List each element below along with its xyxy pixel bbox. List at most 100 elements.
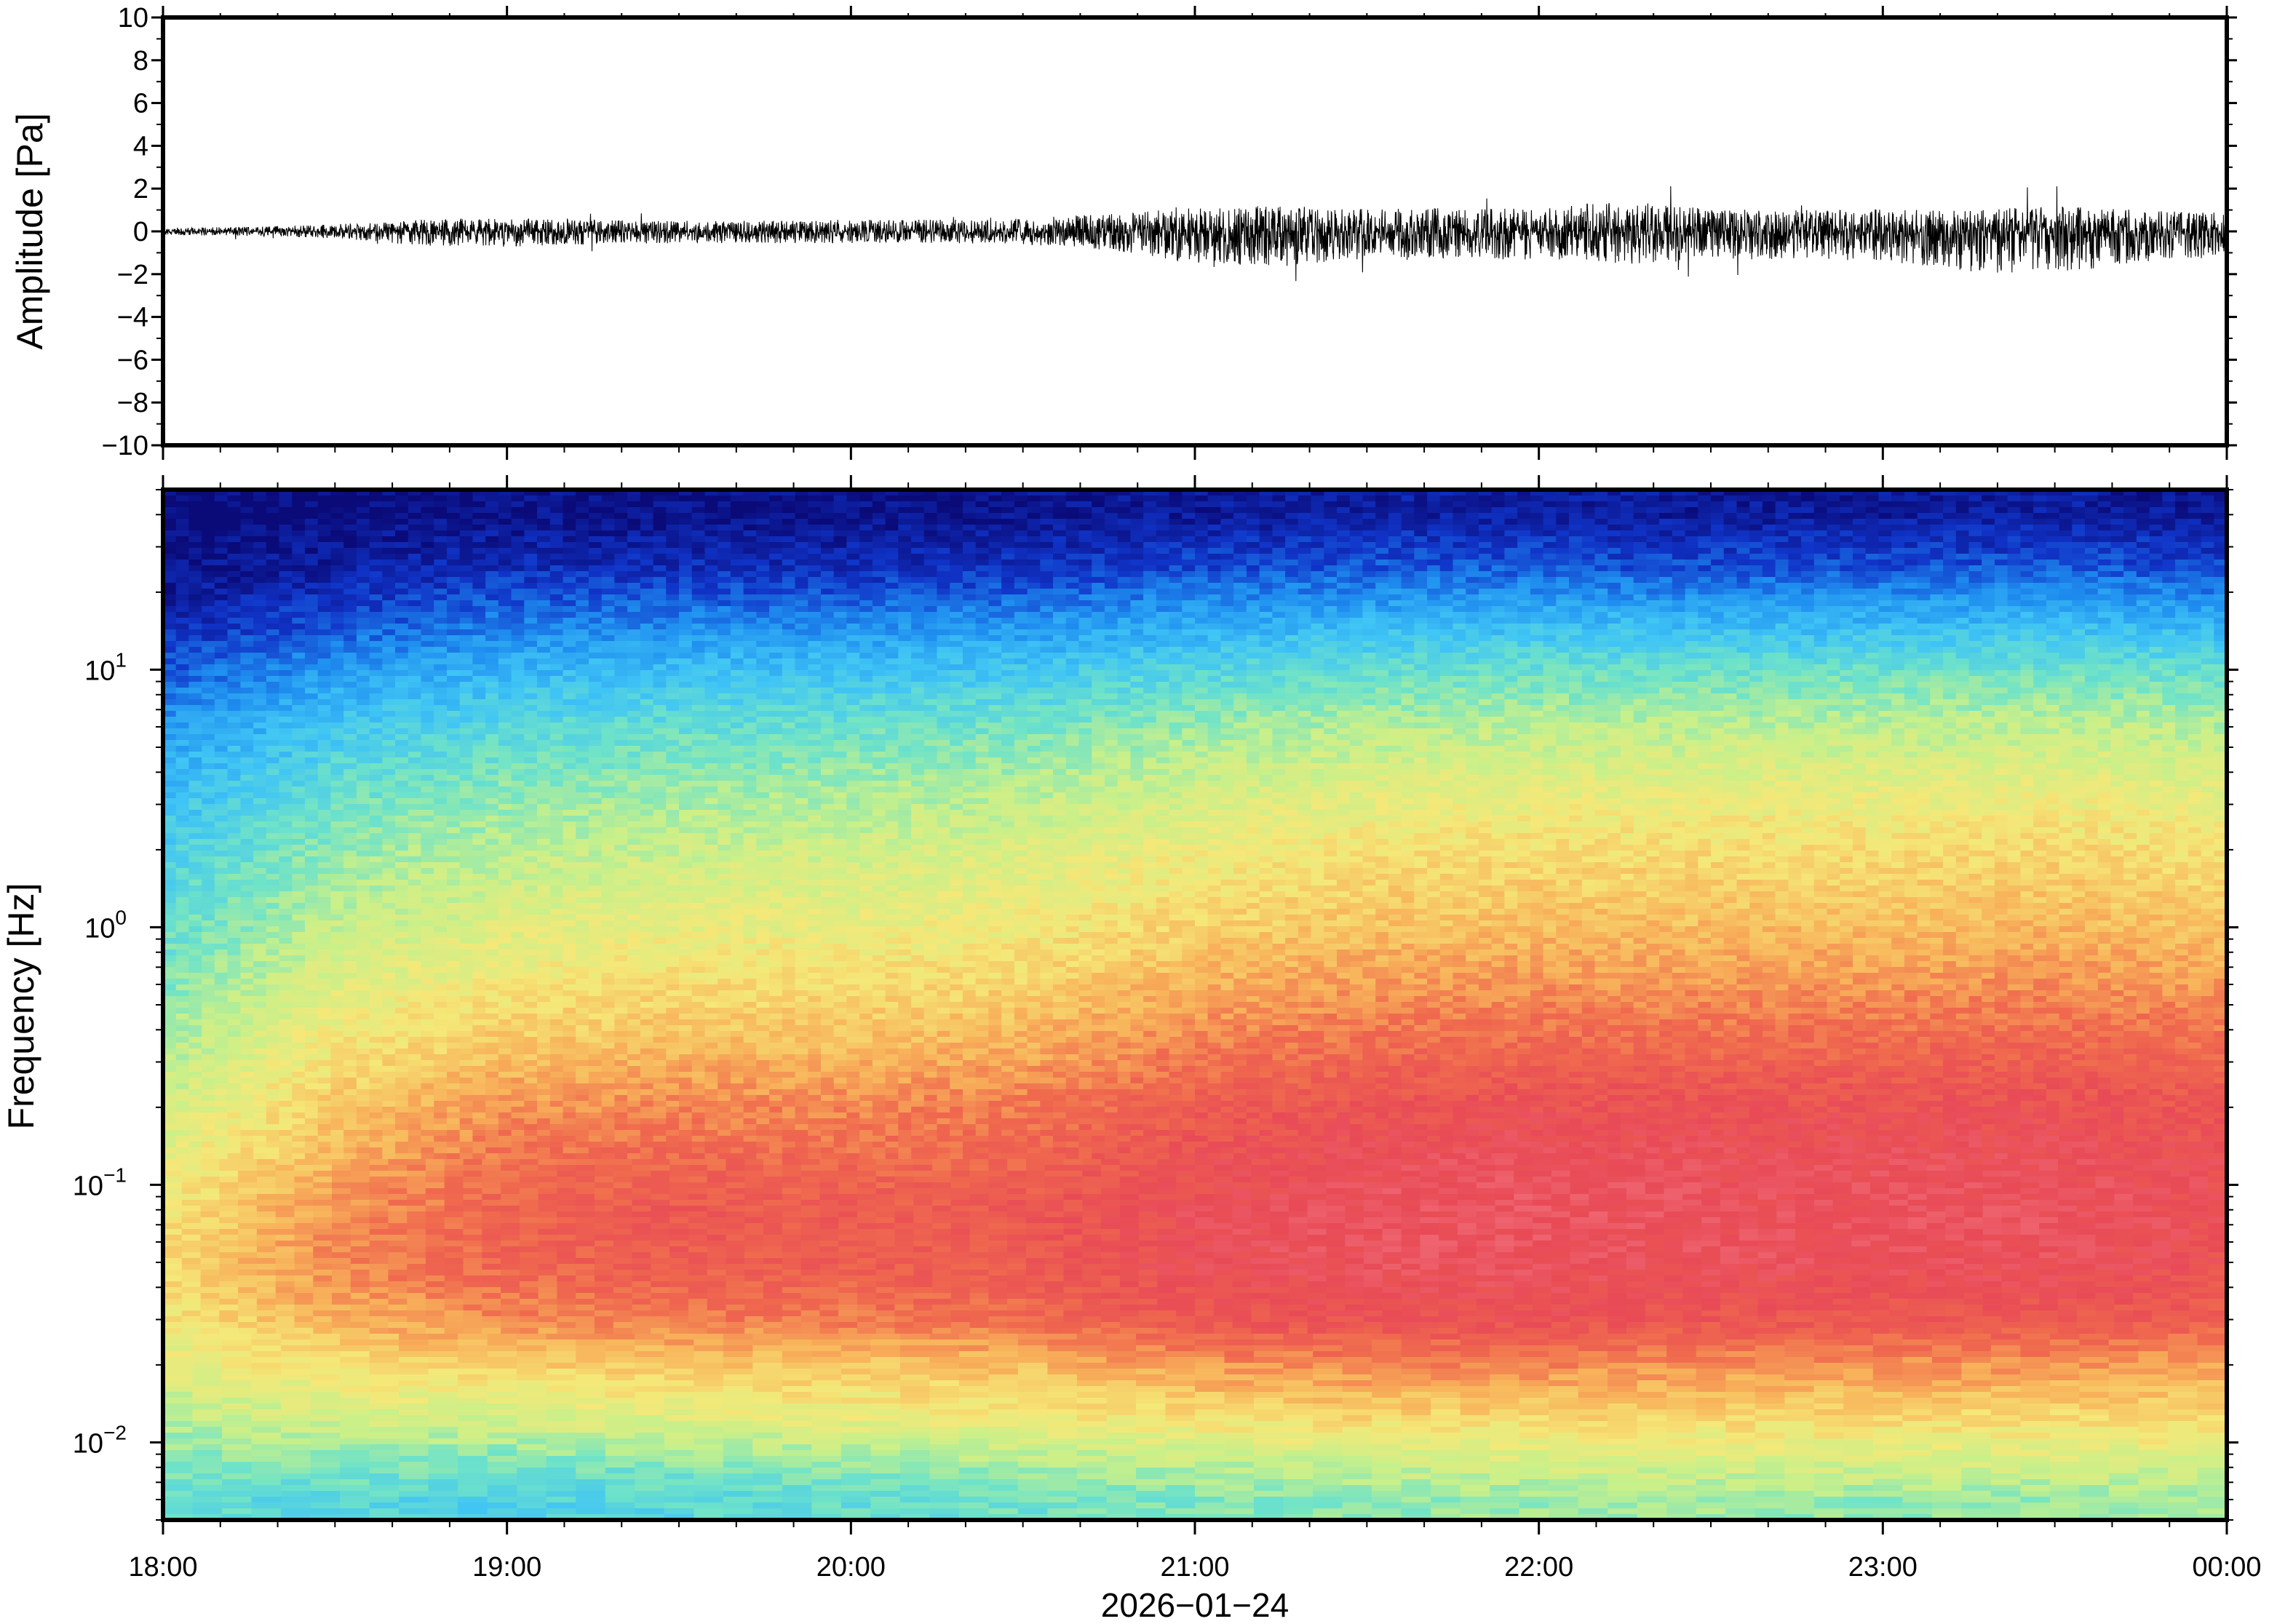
spectrogram-cell (1079, 571, 1093, 578)
spectrogram-cell (873, 513, 886, 520)
spectrogram-cell (1375, 536, 1389, 543)
spectrogram-cell (627, 536, 641, 543)
spectrogram-cell (279, 530, 293, 537)
spectrogram-cell (370, 647, 383, 653)
spectrogram-cell (744, 542, 758, 549)
spectrogram-cell (846, 653, 860, 659)
spectrogram-cell (2123, 647, 2137, 653)
spectrogram-cell (2033, 525, 2047, 531)
spectrogram-cell (1414, 589, 1428, 595)
spectrogram-cell (498, 606, 512, 613)
spectrogram-cell (834, 612, 848, 618)
spectrogram-cell (1440, 565, 1454, 572)
spectrogram-cell (1298, 583, 1312, 589)
spectrogram-cell (330, 530, 344, 537)
spectrogram-cell (1272, 600, 1286, 607)
spectrogram-cell (279, 618, 293, 624)
spectrogram-cell (1014, 594, 1028, 601)
spectrogram-cell (924, 525, 938, 531)
spectrogram-cell (2137, 647, 2150, 653)
spectrogram-cell (718, 525, 731, 531)
spectrogram-cell (292, 618, 306, 624)
spectrogram-cell (1388, 583, 1402, 589)
spectrogram-cell (744, 507, 758, 514)
spectrogram-cell (602, 560, 616, 566)
spectrogram-cell (1040, 647, 1054, 653)
spectrogram-cell (524, 618, 538, 624)
spectrogram-cell (653, 664, 667, 671)
spectrogram-cell (188, 530, 202, 537)
spectrogram-cell (937, 548, 951, 554)
spectrogram-cell (1053, 624, 1067, 630)
spectrogram-cell (188, 495, 202, 502)
spectrogram-cell (1763, 647, 1776, 653)
spectrogram-cell (305, 635, 319, 642)
spectrogram-cell (859, 571, 873, 578)
spectrogram-cell (782, 624, 796, 630)
spectrogram-cell (731, 594, 744, 601)
spectrogram-cell (1517, 583, 1531, 589)
spectrogram-cell (1105, 554, 1118, 560)
spectrogram-cell (1569, 501, 1583, 508)
spectrogram-cell (1827, 565, 1841, 572)
spectrogram-cell (370, 519, 383, 525)
spectrogram-cell (1466, 565, 1479, 572)
spectrogram-cell (744, 647, 758, 653)
spectrogram-cell (769, 507, 783, 514)
spectrogram-cell (1801, 536, 1815, 543)
spectrogram-cell (602, 495, 616, 502)
spectrogram-cell (1014, 536, 1028, 543)
spectrogram-cell (318, 583, 332, 589)
spectrogram-cell (1208, 530, 1222, 537)
spectrogram-cell (1298, 507, 1312, 514)
spectrogram-cell (653, 565, 667, 572)
spectrogram-cell (2046, 536, 2060, 543)
spectrogram-cell (1530, 658, 1544, 665)
spectrogram-cell (2188, 542, 2202, 549)
spectrogram-cell (2137, 565, 2150, 572)
spectrogram-cell (512, 658, 525, 665)
spectrogram-cell (873, 589, 886, 595)
spectrogram-cell (2033, 501, 2047, 508)
spectrogram-cell (1878, 560, 1892, 566)
spectrogram-cell (1156, 525, 1170, 531)
spectrogram-cell (873, 664, 886, 671)
spectrogram-cell (692, 513, 706, 520)
spectrogram-cell (1118, 612, 1132, 618)
spectrogram-cell (1285, 577, 1299, 584)
spectrogram-cell (421, 589, 435, 595)
spectrogram-cell (1479, 565, 1493, 572)
spectrogram-cell (1608, 600, 1621, 607)
spectrogram-cell (202, 501, 215, 508)
spectrogram-cell (2046, 519, 2060, 525)
spectrogram-cell (2059, 571, 2073, 578)
spectrogram-cell (512, 600, 525, 607)
spectrogram-cell (1453, 507, 1467, 514)
spectrogram-cell (1517, 495, 1531, 502)
spectrogram-cell (537, 519, 551, 525)
spectrogram-cell (756, 536, 770, 543)
spectrogram-cell (795, 624, 809, 630)
spectrogram-cell (1866, 658, 1880, 665)
spectrogram-cell (537, 658, 551, 665)
spectrogram-cell (1504, 525, 1518, 531)
spectrogram-cell (1659, 647, 1673, 653)
spectrogram-cell (744, 525, 758, 531)
spectrogram-cell (1414, 495, 1428, 502)
spectrogram-cell (421, 507, 435, 514)
spectrogram-cell (1646, 513, 1660, 520)
spectrogram-cell (1362, 542, 1376, 549)
spectrogram-cell (1672, 600, 1686, 607)
spectrogram-cell (357, 629, 370, 636)
spectrogram-cell (2162, 554, 2176, 560)
spectrogram-cell (769, 618, 783, 624)
spectrogram-cell (1995, 554, 2008, 560)
spectrogram-cell (679, 495, 693, 502)
spectrogram-cell (1260, 560, 1273, 566)
spectrogram-cell (937, 519, 951, 525)
spectrogram-cell (1891, 624, 1905, 630)
spectrogram-cell (821, 565, 835, 572)
spectrogram-cell (1143, 647, 1157, 653)
spectrogram-cell (1918, 495, 1931, 502)
spectrogram-cell (2020, 495, 2034, 502)
